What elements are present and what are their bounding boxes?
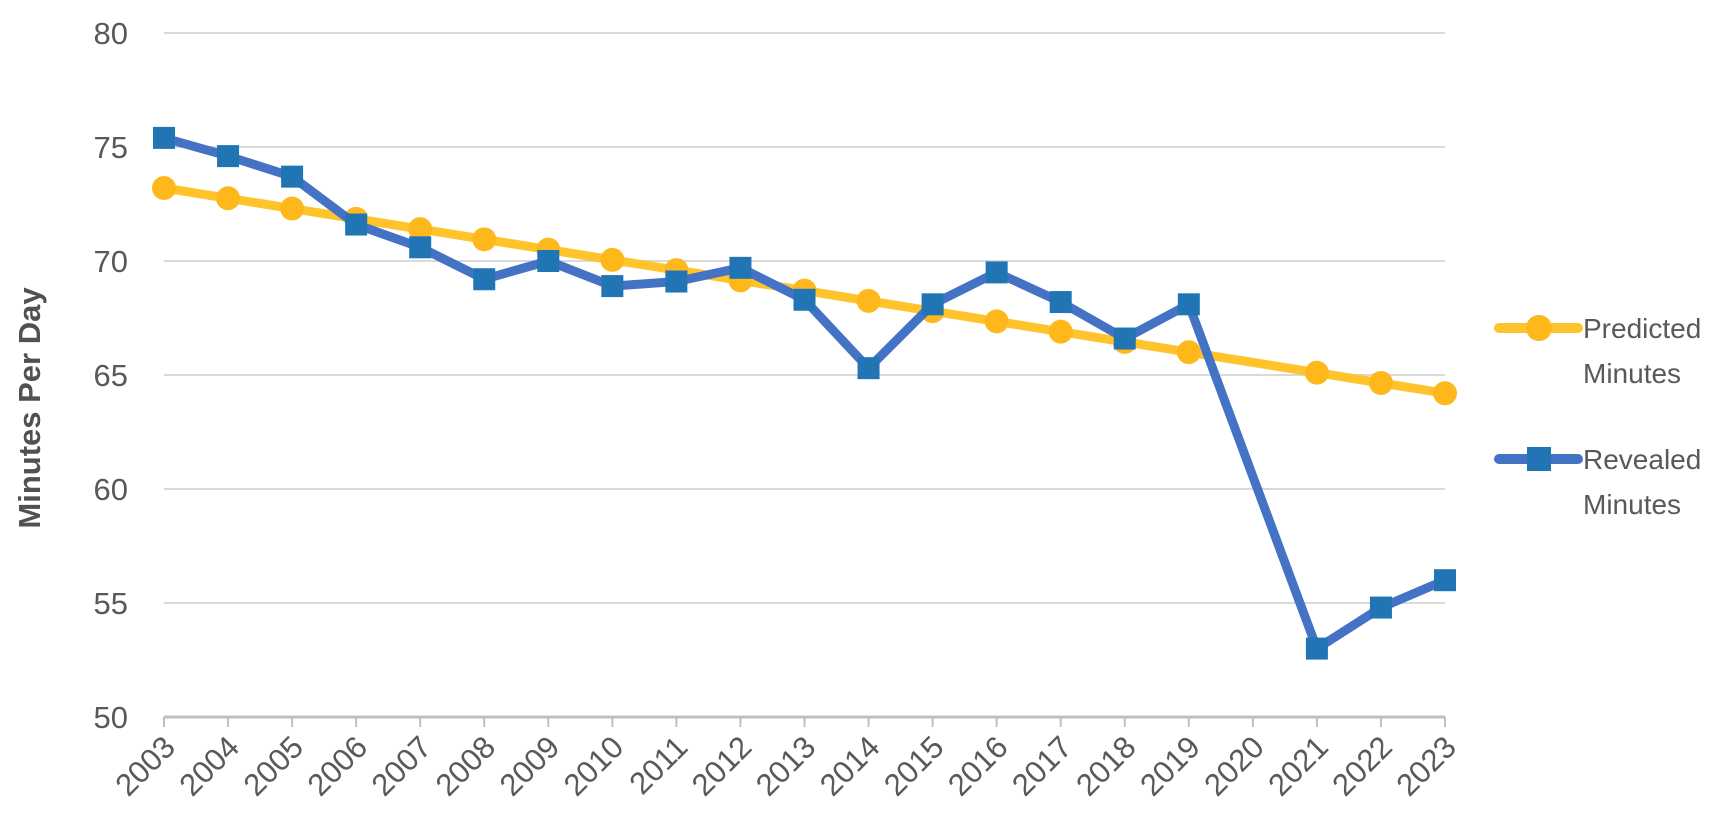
x-axis-tick-label: 2010 [557,729,631,803]
predicted-minutes-marker [1176,340,1201,365]
legend-item-revealed-minutes [1494,447,1583,471]
x-axis-tick-label: 2009 [493,729,567,803]
predicted-minutes-marker [984,309,1009,334]
x-axis-tick-label: 2007 [365,729,439,803]
revealed-minutes-marker [921,293,944,316]
revealed-minutes-marker [857,357,880,380]
x-axis-tick-label: 2015 [877,729,951,803]
revealed-minutes-marker [537,250,560,272]
revealed-minutes-marker [153,126,175,149]
revealed-minutes-marker [793,288,816,311]
revealed-minutes-marker [1434,569,1456,592]
x-axis-tick-label: 2017 [1005,729,1079,803]
revealed-minutes-marker [1113,327,1136,350]
y-axis-title: Minutes Per Day [12,287,47,529]
x-axis-tick-label: 2023 [1389,729,1463,803]
x-axis-tick-label: 2016 [941,729,1015,803]
x-axis-tick-label: 2011 [622,729,694,801]
legend-swatch-marker [1526,315,1552,341]
y-axis-tick-label: 55 [94,586,128,621]
x-axis-tick-label: 2004 [172,729,246,803]
legend-item-predicted-minutes [1494,315,1583,341]
x-axis-tick-label: 2005 [237,729,311,803]
predicted-minutes-marker [408,217,433,242]
y-axis-tick-label: 65 [94,358,128,393]
legend-swatch-marker [1527,447,1551,471]
predicted-minutes-marker [600,247,625,272]
predicted-minutes-marker [1368,370,1393,395]
predicted-minutes-marker [216,186,241,211]
revealed-minutes-marker [665,270,688,293]
x-axis-tick-label: 2003 [108,729,182,803]
revealed-minutes-marker [473,268,496,291]
x-axis-tick-label: 2014 [813,729,887,803]
revealed-minutes-marker [1369,596,1392,619]
y-axis-tick-label: 60 [94,472,128,507]
legend-label: Predicted Minutes [1583,313,1701,389]
predicted-minutes-marker [280,196,305,221]
x-axis-tick-label: 2013 [749,729,823,803]
x-axis-tick-label: 2012 [685,729,759,803]
predicted-minutes-marker [1048,319,1073,344]
predicted-minutes-marker [1433,381,1457,406]
revealed-minutes-marker [281,165,304,188]
y-axis-tick-label: 75 [94,130,128,165]
x-axis-tick-label: 2021 [1261,729,1335,803]
revealed-minutes-marker [1305,637,1328,660]
predicted-minutes-marker [856,288,881,313]
x-axis-tick-label: 2008 [429,729,503,803]
predicted-minutes-marker [472,227,497,252]
y-axis-tick-label: 70 [94,244,128,279]
revealed-minutes-marker [345,213,368,236]
x-axis-tick-label: 2022 [1325,729,1399,803]
y-axis-tick-label: 80 [94,16,128,51]
revealed-minutes-marker [1049,291,1072,314]
x-axis-tick-label: 2006 [301,729,375,803]
revealed-minutes-marker [217,145,240,168]
legend-label: Revealed Minutes [1583,444,1701,520]
x-axis-tick-label: 2019 [1133,729,1207,803]
revealed-minutes-marker [729,256,752,279]
x-axis-tick-label: 2018 [1069,729,1143,803]
revealed-minutes-marker [409,236,432,259]
x-axis-tick-label: 2020 [1197,729,1271,803]
revealed-minutes-marker [601,275,624,298]
predicted-minutes-marker [152,176,176,201]
revealed-minutes-marker [1177,293,1200,316]
predicted-minutes-marker [1304,360,1329,385]
revealed-minutes-marker [985,261,1008,284]
y-axis-tick-label: 50 [94,700,128,735]
